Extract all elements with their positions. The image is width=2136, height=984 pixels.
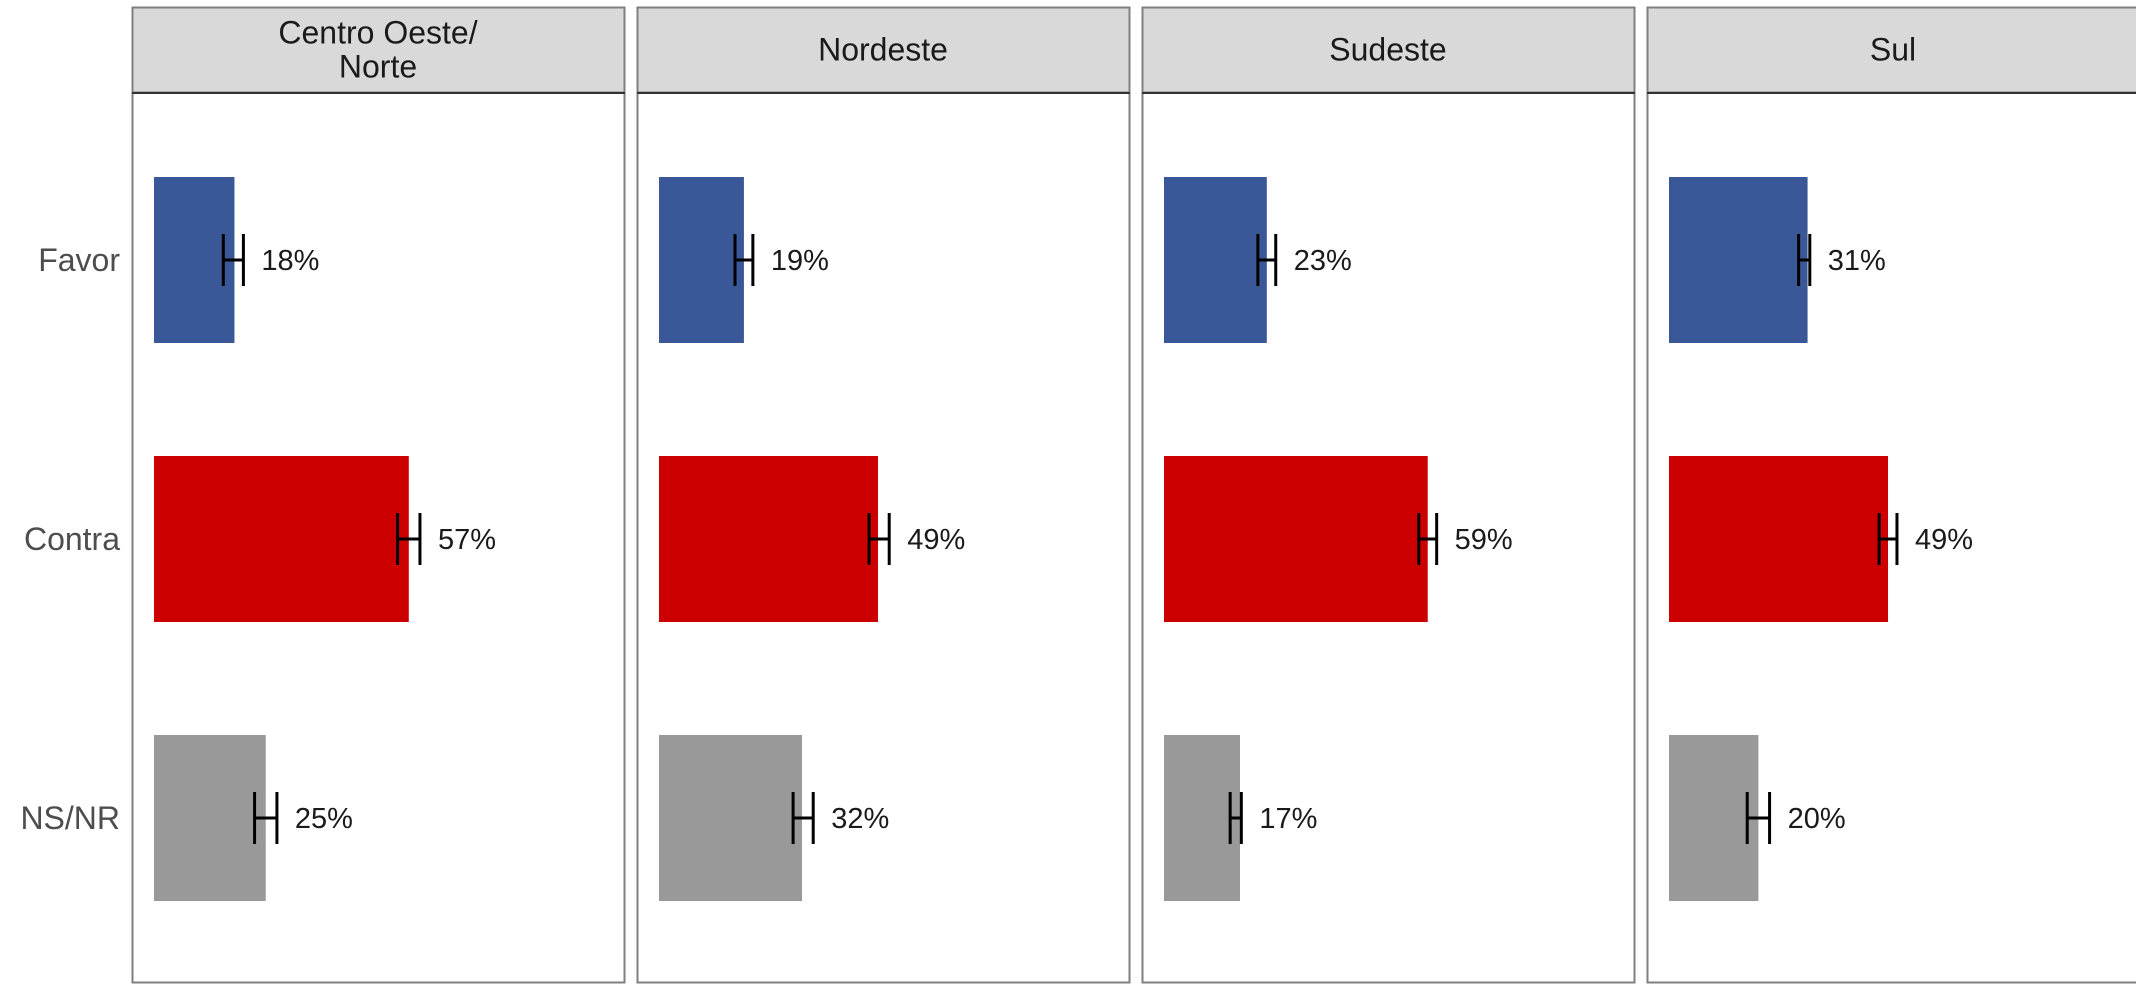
panel-3-strip <box>1141 6 1636 94</box>
panel-3-value-label-contra: 59% <box>1455 524 1513 556</box>
panel-3-title-line-1: Sudeste <box>1329 32 1446 68</box>
panel-4-bar-contra <box>1669 456 1889 622</box>
panel-3-bar-favor <box>1164 177 1267 343</box>
panel-2-value-label-favor: 19% <box>771 245 829 277</box>
panel-2-bar-nsnr <box>659 735 803 901</box>
panel-1-bar-nsnr <box>154 735 266 901</box>
panel-4-value-label-contra: 49% <box>1915 524 1973 556</box>
panel-1-title-line-1: Centro Oeste/ <box>278 15 477 51</box>
panel-1-title-line-2: Norte <box>339 49 417 85</box>
panel-1-bar-contra <box>154 456 409 622</box>
panel-4-strip <box>1646 6 2136 94</box>
panel-4-title-line-1: Sul <box>1870 32 1916 68</box>
panel-2-title-line-1: Nordeste <box>818 32 948 68</box>
panel-3-bar-nsnr <box>1164 735 1240 901</box>
panel-1-value-label-contra: 57% <box>438 524 496 556</box>
panel-4-bar-nsnr <box>1669 735 1759 901</box>
panel-4-value-label-nsnr: 20% <box>1788 803 1846 835</box>
panel-4-bar-favor <box>1669 177 1808 343</box>
panel-2-bar-contra <box>659 456 879 622</box>
y-axis-label-favor: Favor <box>38 242 120 278</box>
panel-2-value-label-contra: 49% <box>907 524 965 556</box>
panel-1-value-label-favor: 18% <box>261 245 319 277</box>
panel-2-bar-favor <box>659 177 744 343</box>
panel-1-value-label-nsnr: 25% <box>295 803 353 835</box>
y-axis-label-nsnr: NS/NR <box>20 800 120 836</box>
y-axis-label-contra: Contra <box>24 521 120 557</box>
panel-1-strip <box>131 6 626 94</box>
panel-3-bar-contra <box>1164 456 1428 622</box>
panel-3-value-label-nsnr: 17% <box>1259 803 1317 835</box>
panel-4-value-label-favor: 31% <box>1828 245 1886 277</box>
panel-1-bar-favor <box>154 177 235 343</box>
panel-3-value-label-favor: 23% <box>1294 245 1352 277</box>
panel-2-value-label-nsnr: 32% <box>831 803 889 835</box>
